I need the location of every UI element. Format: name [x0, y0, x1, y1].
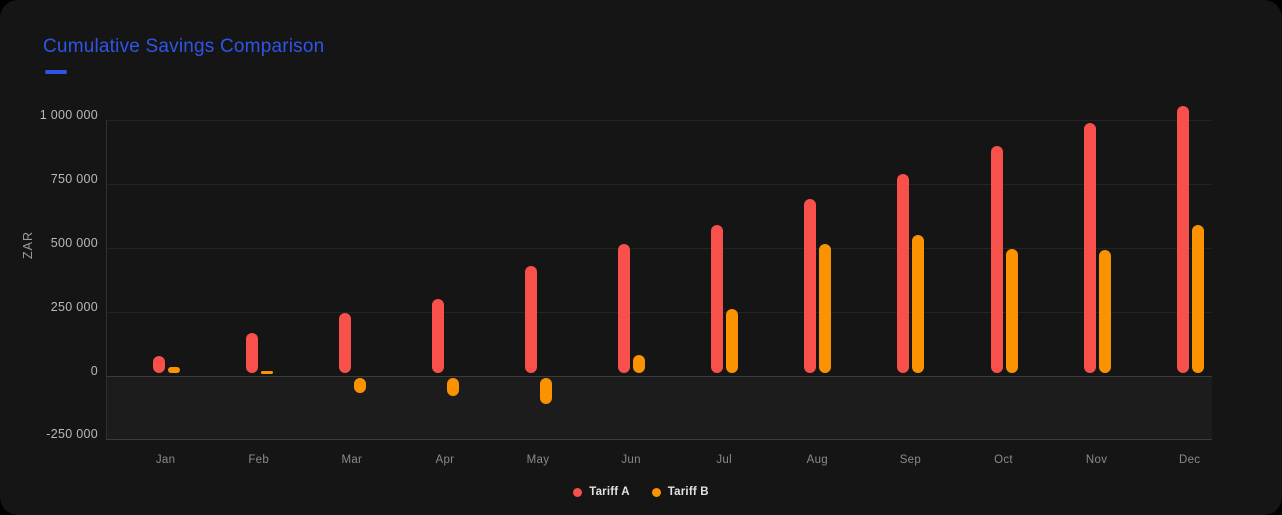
bar-tariff-b-apr[interactable] — [446, 377, 459, 396]
bar-tariff-a-may[interactable] — [525, 265, 537, 374]
y-tick-label: 500 000 — [50, 235, 98, 250]
bar-tariff-a-apr[interactable] — [431, 298, 444, 374]
gridline-500000 — [106, 247, 1212, 249]
y-tick-label: 0 — [90, 363, 98, 378]
bar-tariff-a-feb[interactable] — [245, 333, 258, 374]
x-axis-label-apr: Apr — [435, 454, 455, 466]
y-tick-label: -250 000 — [46, 427, 98, 442]
y-axis-title: ZAR — [21, 231, 35, 259]
gridline--250000 — [106, 439, 1212, 441]
bar-tariff-a-oct[interactable] — [990, 145, 1003, 374]
legend-label-tariff-b: Tariff B — [667, 486, 709, 498]
x-axis-label-jun: Jun — [621, 454, 641, 466]
bar-tariff-a-mar[interactable] — [338, 312, 351, 374]
bar-tariff-b-sep[interactable] — [912, 234, 925, 374]
bar-tariff-b-aug[interactable] — [819, 243, 832, 374]
gridline-250000 — [106, 311, 1212, 313]
gridline-0 — [106, 375, 1212, 377]
gridline-1000000 — [106, 120, 1212, 121]
x-axis-label-may: May — [526, 454, 550, 466]
bar-tariff-a-dec[interactable] — [1176, 105, 1189, 374]
chart-legend: Tariff A Tariff B — [0, 483, 1282, 501]
bar-tariff-b-feb[interactable] — [260, 371, 273, 374]
bar-tariff-a-jun[interactable] — [618, 243, 631, 374]
x-axis-label-oct: Oct — [994, 454, 1013, 466]
y-tick-label: 1 000 000 — [39, 108, 98, 122]
bar-tariff-b-may[interactable] — [540, 377, 552, 404]
bar-tariff-b-jan[interactable] — [167, 366, 180, 374]
x-axis-label-mar: Mar — [341, 454, 363, 466]
bar-tariff-b-mar[interactable] — [353, 377, 366, 394]
negative-region-band — [106, 376, 1212, 440]
legend-label-tariff-a: Tariff A — [589, 486, 630, 498]
bar-tariff-b-oct[interactable] — [1005, 249, 1018, 374]
legend-item-tariff-b[interactable]: Tariff B — [651, 486, 709, 498]
chart-title: Cumulative Savings Comparison — [43, 36, 325, 57]
y-axis-line — [106, 120, 107, 440]
bar-tariff-a-sep[interactable] — [897, 173, 910, 374]
tariff-a-legend-dot-icon — [573, 487, 583, 497]
bar-tariff-a-nov[interactable] — [1083, 122, 1096, 374]
bar-tariff-b-nov[interactable] — [1098, 250, 1111, 374]
bar-tariff-a-jul[interactable] — [711, 224, 724, 374]
x-axis-label-feb: Feb — [248, 454, 270, 466]
bar-tariff-b-dec[interactable] — [1191, 224, 1204, 374]
bar-tariff-b-jul[interactable] — [726, 309, 739, 374]
x-axis-label-jul: Jul — [716, 454, 732, 466]
gridline-750000 — [106, 183, 1212, 185]
bar-tariff-a-aug[interactable] — [804, 199, 817, 374]
x-axis-label-aug: Aug — [806, 454, 828, 466]
x-axis-label-jan: Jan — [155, 454, 176, 466]
y-tick-label: 250 000 — [50, 299, 98, 314]
x-axis-label-sep: Sep — [899, 454, 922, 466]
bar-tariff-a-jan[interactable] — [152, 356, 165, 374]
title-accent-dash — [45, 70, 67, 74]
y-tick-label: 750 000 — [50, 171, 98, 186]
legend-item-tariff-a[interactable]: Tariff A — [573, 486, 630, 498]
tariff-b-legend-dot-icon — [651, 487, 661, 497]
x-axis-label-nov: Nov — [1085, 454, 1108, 466]
x-axis-label-dec: Dec — [1179, 454, 1201, 466]
bar-tariff-b-jun[interactable] — [633, 355, 646, 374]
